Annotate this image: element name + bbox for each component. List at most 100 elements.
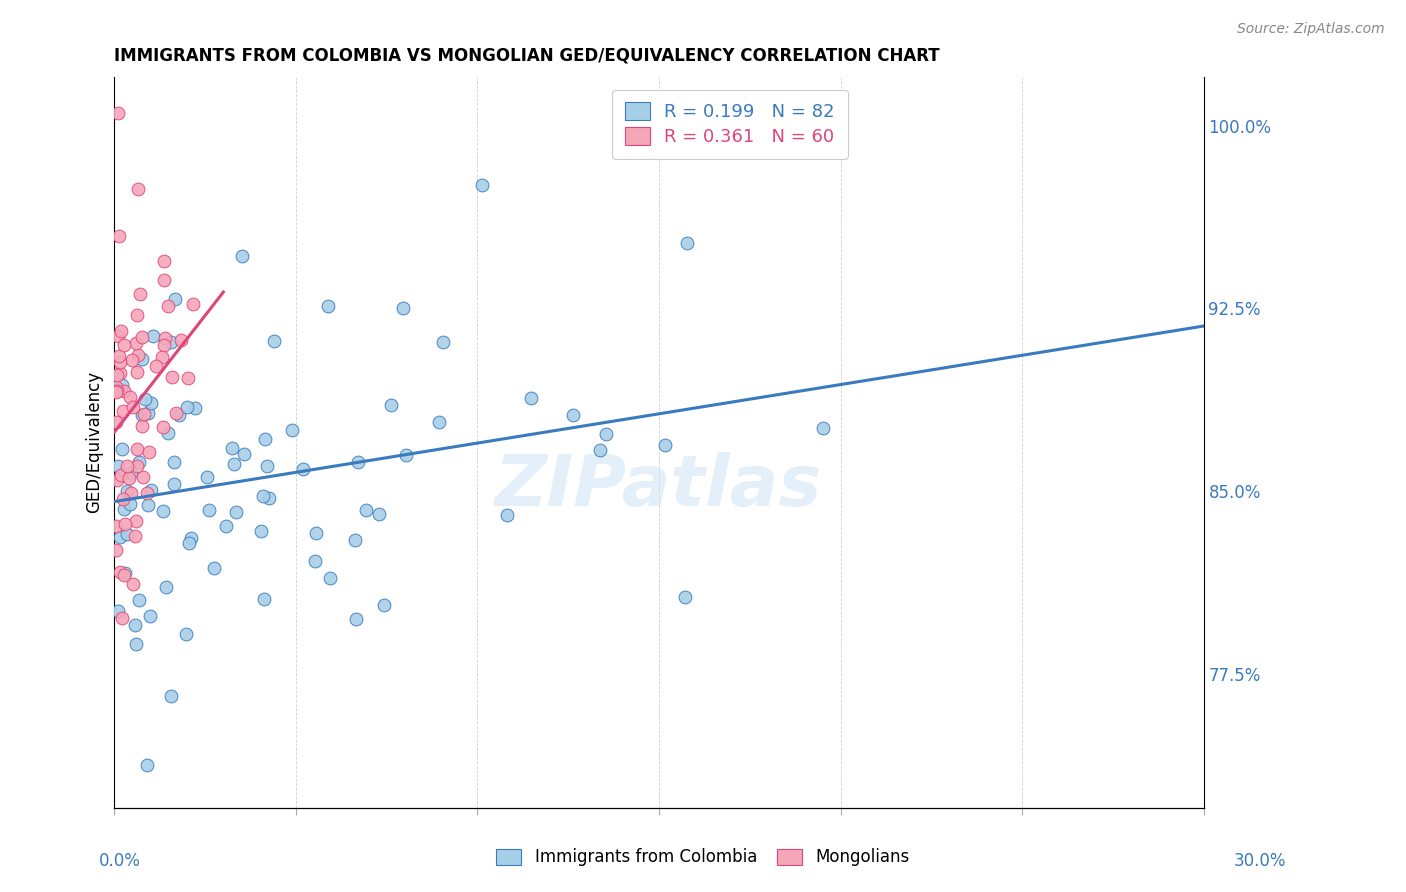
Point <box>561 408 583 422</box>
Point <box>114 516 136 531</box>
Point <box>111 377 134 392</box>
Point <box>139 483 162 497</box>
Point <box>125 335 148 350</box>
Point <box>232 447 254 461</box>
Point <box>250 524 273 538</box>
Point <box>673 591 696 605</box>
Point <box>134 392 156 406</box>
Point <box>127 182 149 196</box>
Point <box>105 384 128 398</box>
Point <box>107 349 129 363</box>
Point <box>263 334 285 348</box>
Point <box>145 359 167 373</box>
Point <box>495 508 517 522</box>
Point <box>115 458 138 473</box>
Point <box>105 368 128 383</box>
Point <box>110 467 132 482</box>
Point <box>131 352 153 367</box>
Point <box>221 442 243 456</box>
Point <box>110 610 132 624</box>
Point <box>177 371 200 385</box>
Text: IMMIGRANTS FROM COLOMBIA VS MONGOLIAN GED/EQUIVALENCY CORRELATION CHART: IMMIGRANTS FROM COLOMBIA VS MONGOLIAN GE… <box>114 46 941 64</box>
Point <box>121 577 143 591</box>
Point <box>139 396 162 410</box>
Point <box>134 407 156 421</box>
Point <box>224 457 246 471</box>
Point <box>115 526 138 541</box>
Point <box>125 458 148 473</box>
Point <box>202 561 225 575</box>
Point <box>304 554 326 568</box>
Point <box>108 366 131 380</box>
Point <box>128 593 150 607</box>
Text: 30.0%: 30.0% <box>1234 852 1286 870</box>
Point <box>153 273 176 287</box>
Point <box>120 467 142 481</box>
Point <box>163 455 186 469</box>
Point <box>380 398 402 412</box>
Point <box>127 442 149 456</box>
Point <box>257 491 280 505</box>
Point <box>131 418 153 433</box>
Point <box>110 355 132 369</box>
Point <box>291 462 314 476</box>
Point <box>110 324 132 338</box>
Point <box>471 178 494 193</box>
Point <box>129 287 152 301</box>
Point <box>152 420 174 434</box>
Point <box>155 580 177 594</box>
Point <box>427 415 450 429</box>
Point <box>153 338 176 352</box>
Point <box>344 611 367 625</box>
Point <box>150 350 173 364</box>
Point <box>118 497 141 511</box>
Point <box>225 505 247 519</box>
Point <box>125 514 148 528</box>
Point <box>215 519 238 533</box>
Point <box>124 637 146 651</box>
Point <box>595 427 617 442</box>
Point <box>177 536 200 550</box>
Point <box>136 498 159 512</box>
Point <box>160 334 183 349</box>
Point <box>157 426 180 441</box>
Point <box>142 329 165 343</box>
Point <box>114 338 136 352</box>
Point <box>304 526 326 541</box>
Point <box>811 421 834 435</box>
Point <box>520 391 543 405</box>
Point <box>432 334 454 349</box>
Point <box>108 228 131 243</box>
Point <box>121 353 143 368</box>
Point <box>354 502 377 516</box>
Point <box>347 455 370 469</box>
Point <box>281 423 304 437</box>
Text: 0.0%: 0.0% <box>98 852 141 870</box>
Point <box>110 566 132 580</box>
Point <box>165 405 187 419</box>
Point <box>316 300 339 314</box>
Point <box>391 301 413 315</box>
Y-axis label: GED/Equivalency: GED/Equivalency <box>86 371 103 513</box>
Point <box>131 469 153 483</box>
Point <box>180 532 202 546</box>
Point <box>589 442 612 457</box>
Point <box>231 249 253 263</box>
Point <box>252 591 274 606</box>
Point <box>176 400 198 414</box>
Point <box>111 442 134 457</box>
Point <box>256 458 278 473</box>
Point <box>252 489 274 503</box>
Point <box>198 503 221 517</box>
Point <box>112 501 135 516</box>
Point <box>160 370 183 384</box>
Point <box>105 519 128 533</box>
Point <box>114 566 136 580</box>
Point <box>676 236 699 251</box>
Point <box>163 476 186 491</box>
Text: Source: ZipAtlas.com: Source: ZipAtlas.com <box>1237 22 1385 37</box>
Point <box>128 455 150 469</box>
Point <box>253 432 276 446</box>
Point <box>176 626 198 640</box>
Point <box>170 334 193 348</box>
